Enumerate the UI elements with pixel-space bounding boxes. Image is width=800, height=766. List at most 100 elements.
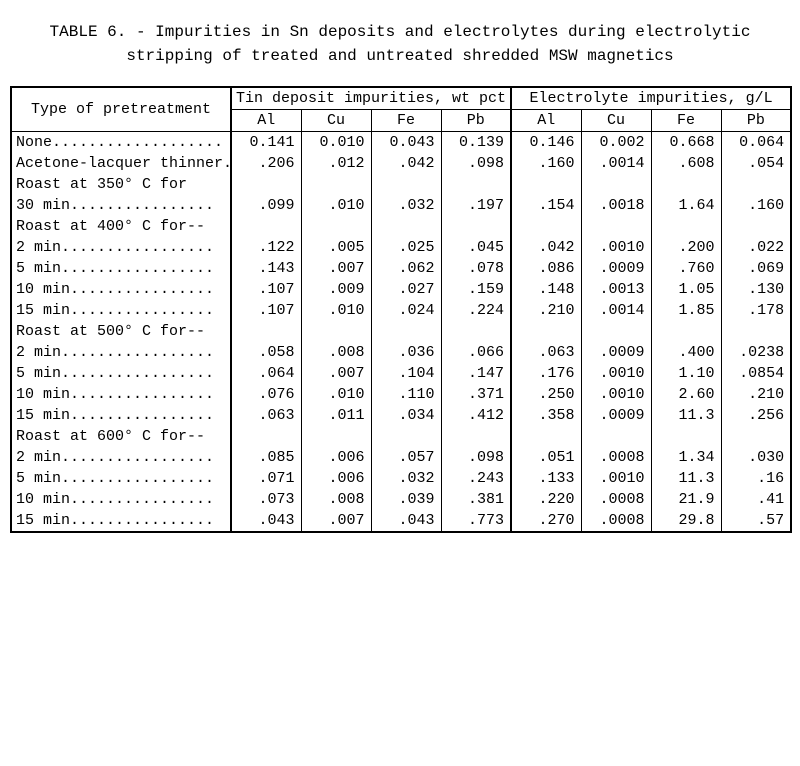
cell: .0010 (581, 237, 651, 258)
cell: .032 (371, 195, 441, 216)
cell: 0.002 (581, 132, 651, 154)
cell: .0008 (581, 447, 651, 468)
cell (721, 426, 791, 447)
table-row: Roast at 400° C for-- (11, 216, 791, 237)
cell: .16 (721, 468, 791, 489)
table-row: 2 min..................085.006.057.098.0… (11, 447, 791, 468)
cell: .147 (441, 363, 511, 384)
cell: .012 (301, 153, 371, 174)
row-label: None................... (11, 132, 231, 154)
table-row: 10 min.................073.008.039.381.2… (11, 489, 791, 510)
table-row: Acetone-lacquer thinner..206.012.042.098… (11, 153, 791, 174)
header-pretreatment: Type of pretreatment (11, 87, 231, 132)
row-label: 30 min................ (11, 195, 231, 216)
cell: .010 (301, 384, 371, 405)
cell (231, 216, 301, 237)
cell: .0009 (581, 405, 651, 426)
cell: .210 (511, 300, 581, 321)
header-sub-2: Fe (371, 110, 441, 132)
cell: .0018 (581, 195, 651, 216)
cell: 1.10 (651, 363, 721, 384)
caption-line-2: stripping of treated and untreated shred… (126, 47, 673, 65)
cell: .400 (651, 342, 721, 363)
cell (441, 216, 511, 237)
cell: .006 (301, 447, 371, 468)
cell: .043 (231, 510, 301, 532)
cell: .039 (371, 489, 441, 510)
cell: .085 (231, 447, 301, 468)
cell: .007 (301, 258, 371, 279)
cell: .41 (721, 489, 791, 510)
row-label: Acetone-lacquer thinner. (11, 153, 231, 174)
cell: .063 (231, 405, 301, 426)
cell (301, 174, 371, 195)
cell: .086 (511, 258, 581, 279)
cell: .042 (511, 237, 581, 258)
cell (371, 174, 441, 195)
table-row: None...................0.1410.0100.0430.… (11, 132, 791, 154)
row-label: 10 min................ (11, 489, 231, 510)
cell: .024 (371, 300, 441, 321)
cell: .0014 (581, 153, 651, 174)
cell (511, 426, 581, 447)
cell: .381 (441, 489, 511, 510)
row-label: 10 min................ (11, 279, 231, 300)
cell: .206 (231, 153, 301, 174)
cell: .0854 (721, 363, 791, 384)
cell: 0.010 (301, 132, 371, 154)
cell (651, 216, 721, 237)
cell: 11.3 (651, 468, 721, 489)
table-row: 2 min..................122.005.025.045.0… (11, 237, 791, 258)
cell: .063 (511, 342, 581, 363)
cell: .133 (511, 468, 581, 489)
table-row: Roast at 350° C for (11, 174, 791, 195)
cell: .034 (371, 405, 441, 426)
header-sub-1: Cu (301, 110, 371, 132)
cell: 2.60 (651, 384, 721, 405)
cell: .210 (721, 384, 791, 405)
cell: .007 (301, 363, 371, 384)
cell (511, 216, 581, 237)
cell: .154 (511, 195, 581, 216)
cell: .0008 (581, 510, 651, 532)
cell: .042 (371, 153, 441, 174)
cell (651, 321, 721, 342)
cell (371, 216, 441, 237)
cell (511, 321, 581, 342)
cell (721, 321, 791, 342)
cell: .197 (441, 195, 511, 216)
table-row: 10 min.................076.010.110.371.2… (11, 384, 791, 405)
cell: .143 (231, 258, 301, 279)
row-label: Roast at 350° C for (11, 174, 231, 195)
cell: .025 (371, 237, 441, 258)
cell (651, 174, 721, 195)
cell: .006 (301, 468, 371, 489)
cell: 0.668 (651, 132, 721, 154)
cell: .010 (301, 300, 371, 321)
cell: .0010 (581, 468, 651, 489)
table-row: 15 min.................043.007.043.773.2… (11, 510, 791, 532)
cell: .371 (441, 384, 511, 405)
cell (301, 321, 371, 342)
table-row: 15 min.................107.010.024.224.2… (11, 300, 791, 321)
cell: 0.146 (511, 132, 581, 154)
cell: .107 (231, 279, 301, 300)
cell: .009 (301, 279, 371, 300)
cell: .007 (301, 510, 371, 532)
cell: .032 (371, 468, 441, 489)
cell: .0009 (581, 342, 651, 363)
cell: .062 (371, 258, 441, 279)
cell: 1.05 (651, 279, 721, 300)
table-row: 5 min..................064.007.104.147.1… (11, 363, 791, 384)
cell: .358 (511, 405, 581, 426)
cell: .030 (721, 447, 791, 468)
cell: .051 (511, 447, 581, 468)
cell: .0010 (581, 363, 651, 384)
row-label: Roast at 400° C for-- (11, 216, 231, 237)
cell: .0008 (581, 489, 651, 510)
cell (511, 174, 581, 195)
cell: .008 (301, 489, 371, 510)
cell (301, 426, 371, 447)
cell: 1.34 (651, 447, 721, 468)
cell: .110 (371, 384, 441, 405)
